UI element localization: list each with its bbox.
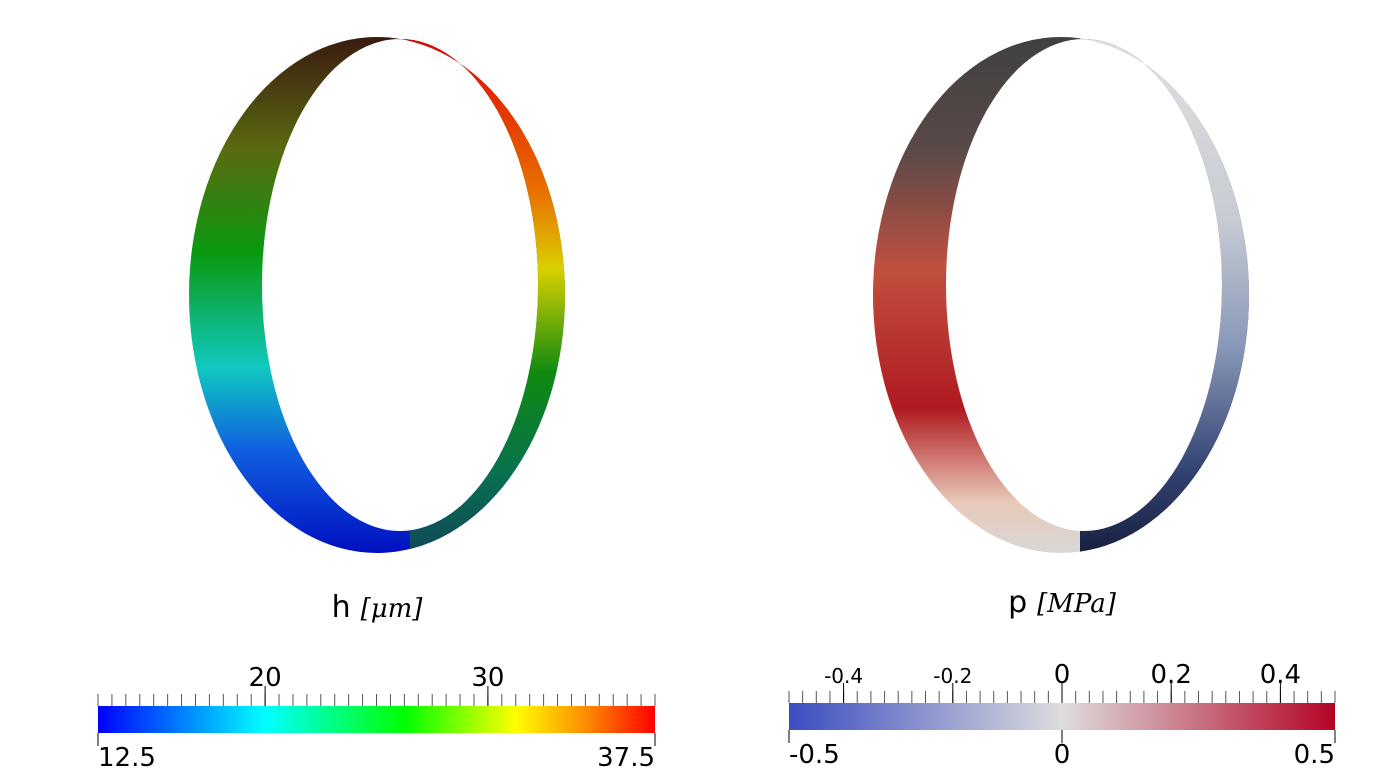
tick-label: 0.5 <box>1294 740 1335 770</box>
tick-label: -0.4 <box>824 664 863 688</box>
tick-label: -0.2 <box>933 664 972 688</box>
tick-label: 0 <box>1054 740 1071 770</box>
field-name: h <box>332 590 351 625</box>
colorbar <box>789 703 1335 730</box>
page: h [μm] 20 30 12.5 37.5 p [MPa] -0.4 -0.2 0 0.2 0.4 -0… <box>0 0 1391 770</box>
tick-label: -0.5 <box>789 740 840 770</box>
tick-label: 0.2 <box>1151 660 1192 690</box>
tick-label: 0 <box>1054 660 1071 690</box>
tick-label: 30 <box>471 663 504 693</box>
tick-label: 0.4 <box>1260 660 1301 690</box>
panel-title: h [μm] <box>332 590 424 625</box>
ring-p <box>873 37 1249 553</box>
colorbar <box>98 706 655 733</box>
field-unit: [μm] <box>361 594 424 624</box>
panel-title: p [MPa] <box>1008 585 1117 620</box>
tick-label: 37.5 <box>597 743 655 770</box>
field-name: p <box>1008 585 1027 620</box>
tick-label: 12.5 <box>98 743 156 770</box>
field-unit: [MPa] <box>1037 589 1117 619</box>
ring-h <box>189 37 565 553</box>
tick-label: 20 <box>249 663 282 693</box>
